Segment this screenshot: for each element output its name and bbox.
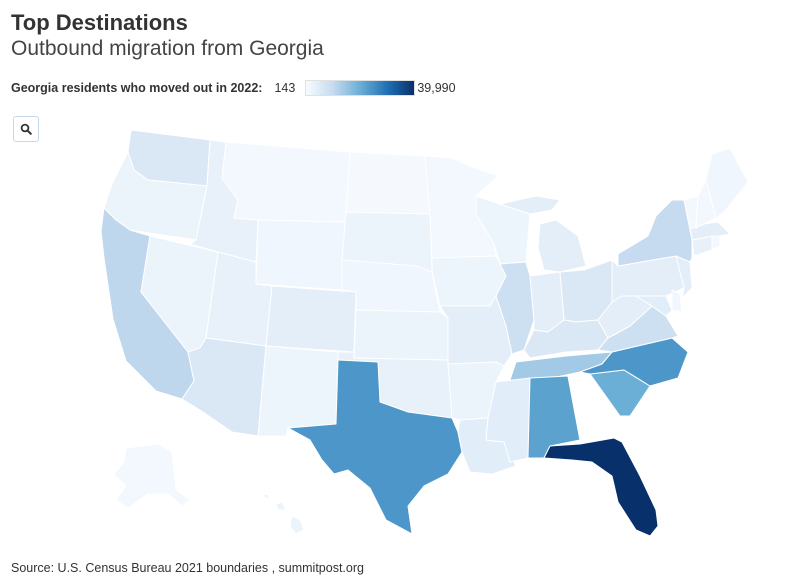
- color-legend: Georgia residents who moved out in 2022:…: [11, 78, 456, 98]
- state-rhode-island[interactable]: [711, 235, 721, 251]
- state-new-york[interactable]: [617, 199, 693, 267]
- state-oregon[interactable]: [103, 151, 208, 241]
- state-new-mexico[interactable]: [257, 345, 339, 437]
- state-missouri[interactable]: [439, 295, 513, 367]
- state-delaware[interactable]: [671, 289, 683, 313]
- state-maryland[interactable]: [635, 295, 673, 317]
- state-illinois[interactable]: [495, 261, 535, 355]
- state-indiana[interactable]: [529, 271, 565, 333]
- state-michigan[interactable]: [499, 195, 587, 273]
- state-alaska[interactable]: [113, 443, 191, 509]
- chart-title: Top Destinations: [11, 10, 188, 35]
- legend-max-label: 39,990: [417, 81, 456, 95]
- state-north-dakota[interactable]: [345, 151, 431, 215]
- source-note: Source: U.S. Census Bureau 2021 boundari…: [11, 561, 364, 575]
- legend-min-label: 143: [274, 81, 296, 95]
- legend-gradient-bar: [305, 80, 416, 96]
- legend-title: Georgia residents who moved out in 2022:: [11, 81, 263, 95]
- state-arizona[interactable]: [181, 337, 267, 437]
- state-maine[interactable]: [705, 147, 749, 219]
- state-montana[interactable]: [221, 141, 351, 223]
- state-texas[interactable]: [287, 359, 463, 535]
- state-hawaii[interactable]: [261, 493, 305, 535]
- state-kansas[interactable]: [353, 309, 449, 361]
- chart-subtitle: Outbound migration from Georgia: [11, 37, 324, 60]
- state-florida[interactable]: [543, 437, 659, 537]
- search-icon: [20, 123, 32, 135]
- state-wyoming[interactable]: [255, 219, 347, 291]
- state-colorado[interactable]: [265, 285, 357, 353]
- zoom-button[interactable]: [13, 116, 39, 142]
